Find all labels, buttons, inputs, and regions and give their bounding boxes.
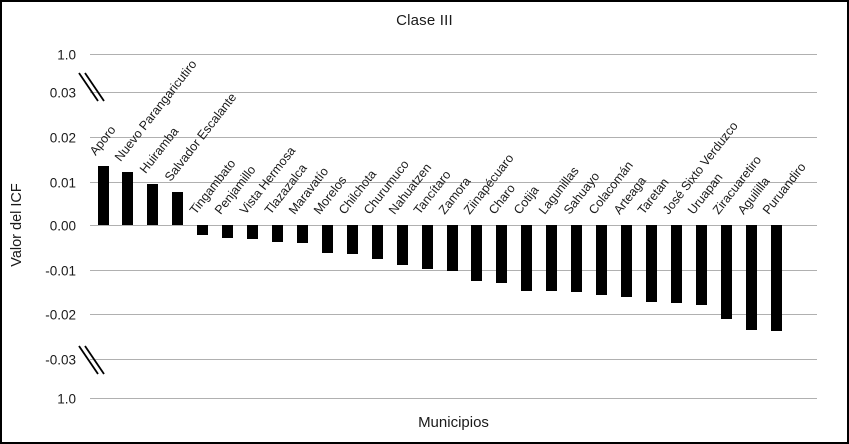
bottom-axis-break-line <box>84 345 105 375</box>
bar-uruapan <box>695 225 707 305</box>
y-tick-label: 0.02 <box>49 130 76 146</box>
bar-ziinapécuaro <box>471 225 483 282</box>
bottom-axis-break-line <box>78 345 99 375</box>
top-axis-break-line <box>78 72 99 102</box>
bar-tlazazalca <box>272 225 283 242</box>
bar-aporo <box>97 166 109 225</box>
gridline <box>90 92 817 93</box>
y-tick-label: 0.00 <box>49 218 76 234</box>
bar-josé-sixto-verduzco <box>670 225 682 304</box>
y-tick-label: -0.03 <box>45 352 76 368</box>
bar-cotija <box>521 225 533 291</box>
gridline <box>90 54 817 55</box>
bar-aguililla <box>745 225 757 331</box>
bar-churumuco <box>371 225 383 260</box>
gridline <box>90 398 817 399</box>
top-axis-break-line <box>84 72 105 102</box>
bar-ziracuaretiro <box>720 225 732 319</box>
bar-puruandiro <box>770 225 782 332</box>
bar-zamora <box>446 225 458 271</box>
bar-salvador-escalante <box>172 192 184 225</box>
bar-penjamillo <box>222 225 234 238</box>
gridline <box>90 314 817 315</box>
bar-morelos <box>321 225 333 254</box>
bar-charo <box>496 225 508 283</box>
bar-vista-hermosa <box>247 225 259 239</box>
bar-taretan <box>645 225 657 303</box>
bar-lagunillas <box>546 225 558 292</box>
y-tick-label: 1.0 <box>57 391 76 407</box>
bar-huiramba <box>147 183 159 225</box>
bar-nahuatzen <box>396 225 408 265</box>
y-tick-label: -0.02 <box>45 307 76 323</box>
bar-tingambato <box>197 225 209 235</box>
bar-chilchota <box>346 225 358 255</box>
gridline <box>90 182 817 183</box>
y-tick-label: -0.01 <box>45 263 76 279</box>
bar-maravatío <box>296 225 308 244</box>
y-tick-label: 0.03 <box>49 85 76 101</box>
y-tick-label: 1.0 <box>57 47 76 63</box>
bar-sahuayo <box>571 225 583 292</box>
x-axis-title: Municipios <box>418 414 489 431</box>
y-tick-label: 0.01 <box>49 175 76 191</box>
bar-nuevo-parangaricutiro <box>122 172 134 225</box>
bar-arteaga <box>621 225 633 298</box>
bar-colacomán <box>596 225 608 296</box>
gridline <box>90 359 817 360</box>
gridline <box>90 137 817 138</box>
chart-title: Clase III <box>396 12 453 29</box>
bar-tancítaro <box>421 225 433 269</box>
